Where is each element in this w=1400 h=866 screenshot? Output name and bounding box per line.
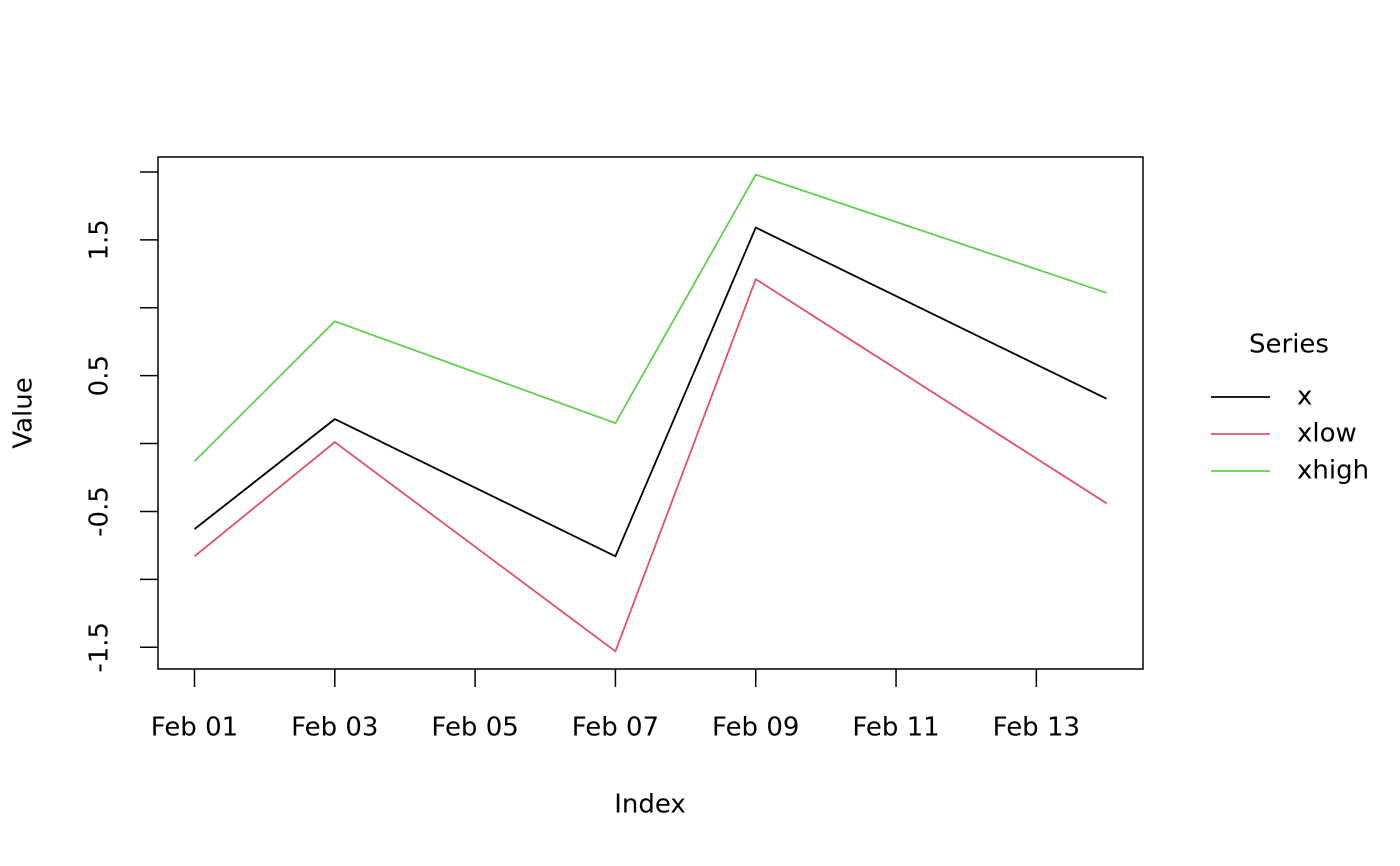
x-tick-label: Feb 05 [431, 713, 518, 743]
x-tick-label: Feb 01 [151, 713, 238, 743]
x-tick-label: Feb 03 [291, 713, 378, 743]
x-tick-label: Feb 07 [572, 713, 659, 743]
plot-frame [157, 156, 1144, 670]
legend-label: x [1297, 382, 1312, 412]
y-tick-label: -0.5 [85, 486, 115, 537]
series-line [193, 173, 1107, 462]
series-line [193, 277, 1108, 653]
y-tick-label: -1.5 [85, 622, 115, 673]
x-tick-label: Feb 11 [852, 713, 939, 743]
legend-title: Series [1249, 330, 1329, 360]
x-axis-label: Index [614, 790, 686, 820]
legend-label: xlow [1297, 419, 1357, 449]
y-axis-label: Value [9, 377, 39, 448]
x-tick-label: Feb 13 [993, 713, 1080, 743]
x-tick-label: Feb 09 [712, 713, 799, 743]
legend-label: xhigh [1297, 456, 1369, 486]
series-line [193, 226, 1107, 558]
y-tick-label: 0.5 [85, 355, 115, 396]
y-tick-label: 1.5 [85, 219, 115, 260]
